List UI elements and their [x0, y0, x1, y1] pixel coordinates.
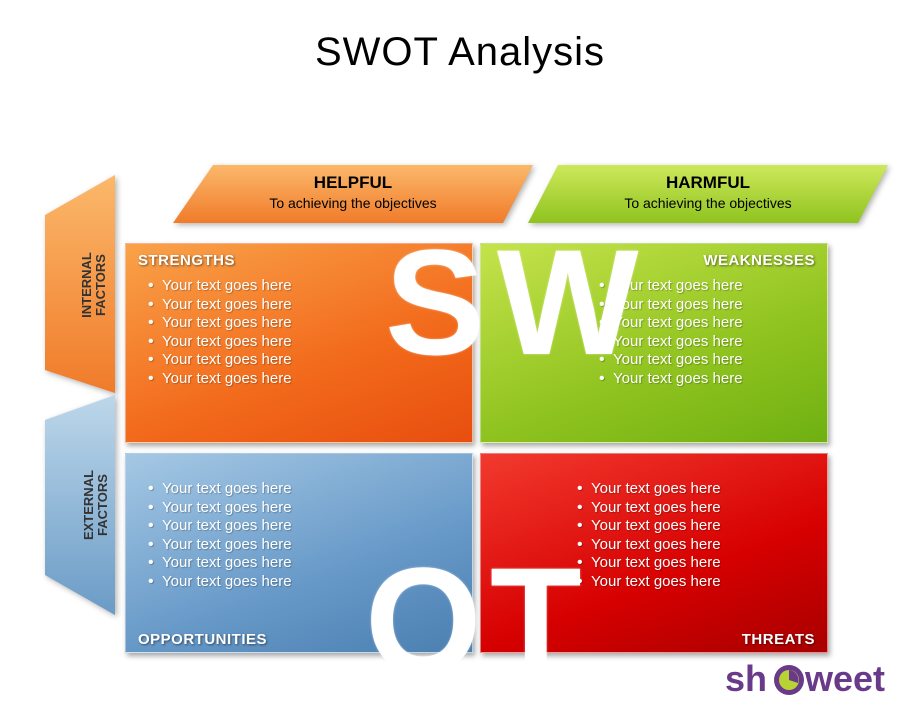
- list-item: Your text goes here: [162, 554, 460, 573]
- list-item: Your text goes here: [591, 517, 815, 536]
- svg-text:sh: sh: [725, 658, 767, 699]
- list-item: Your text goes here: [591, 554, 815, 573]
- list-item: Your text goes here: [162, 277, 460, 296]
- harmful-subtitle: To achieving the objectives: [528, 195, 888, 211]
- list-item: Your text goes here: [162, 333, 460, 352]
- list-item: Your text goes here: [613, 333, 815, 352]
- swot-diagram: INTERNALFACTORS EXTERNALFACTORS HELPFUL …: [45, 165, 885, 655]
- weaknesses-list: Your text goes here Your text goes here …: [481, 277, 827, 388]
- list-item: Your text goes here: [162, 573, 460, 592]
- svg-text:weet: weet: [804, 658, 885, 699]
- list-item: Your text goes here: [162, 480, 460, 499]
- side-external-panel: EXTERNALFACTORS: [45, 395, 120, 615]
- page-title: SWOT Analysis: [0, 30, 920, 75]
- list-item: Your text goes here: [613, 314, 815, 333]
- quadrant-opportunities: Your text goes here Your text goes here …: [125, 453, 473, 653]
- list-item: Your text goes here: [613, 370, 815, 389]
- quadrant-strengths: STRENGTHS Your text goes here Your text …: [125, 243, 473, 443]
- header-helpful: HELPFUL To achieving the objectives: [173, 165, 533, 223]
- quadrant-weaknesses: WEAKNESSES Your text goes here Your text…: [480, 243, 828, 443]
- list-item: Your text goes here: [162, 351, 460, 370]
- quadrant-threats: Your text goes here Your text goes here …: [480, 453, 828, 653]
- weaknesses-title: WEAKNESSES: [481, 244, 827, 277]
- threats-title: THREATS: [493, 631, 815, 648]
- side-internal-panel: INTERNALFACTORS: [45, 175, 120, 395]
- opportunities-list: Your text goes here Your text goes here …: [126, 454, 472, 591]
- internal-factors-label: INTERNALFACTORS: [80, 252, 108, 318]
- harmful-title: HARMFUL: [528, 173, 888, 193]
- list-item: Your text goes here: [162, 370, 460, 389]
- list-item: Your text goes here: [591, 499, 815, 518]
- opportunities-title: OPPORTUNITIES: [138, 631, 460, 648]
- showeet-logo: sh weet: [725, 655, 905, 710]
- list-item: Your text goes here: [591, 480, 815, 499]
- list-item: Your text goes here: [162, 499, 460, 518]
- strengths-list: Your text goes here Your text goes here …: [126, 277, 472, 388]
- header-harmful: HARMFUL To achieving the objectives: [528, 165, 888, 223]
- helpful-subtitle: To achieving the objectives: [173, 195, 533, 211]
- list-item: Your text goes here: [162, 536, 460, 555]
- list-item: Your text goes here: [162, 314, 460, 333]
- list-item: Your text goes here: [162, 517, 460, 536]
- helpful-title: HELPFUL: [173, 173, 533, 193]
- threats-list: Your text goes here Your text goes here …: [481, 454, 827, 591]
- list-item: Your text goes here: [591, 536, 815, 555]
- list-item: Your text goes here: [591, 573, 815, 592]
- list-item: Your text goes here: [613, 351, 815, 370]
- list-item: Your text goes here: [613, 296, 815, 315]
- list-item: Your text goes here: [162, 296, 460, 315]
- external-factors-label: EXTERNALFACTORS: [82, 470, 110, 540]
- list-item: Your text goes here: [613, 277, 815, 296]
- strengths-title: STRENGTHS: [126, 244, 472, 277]
